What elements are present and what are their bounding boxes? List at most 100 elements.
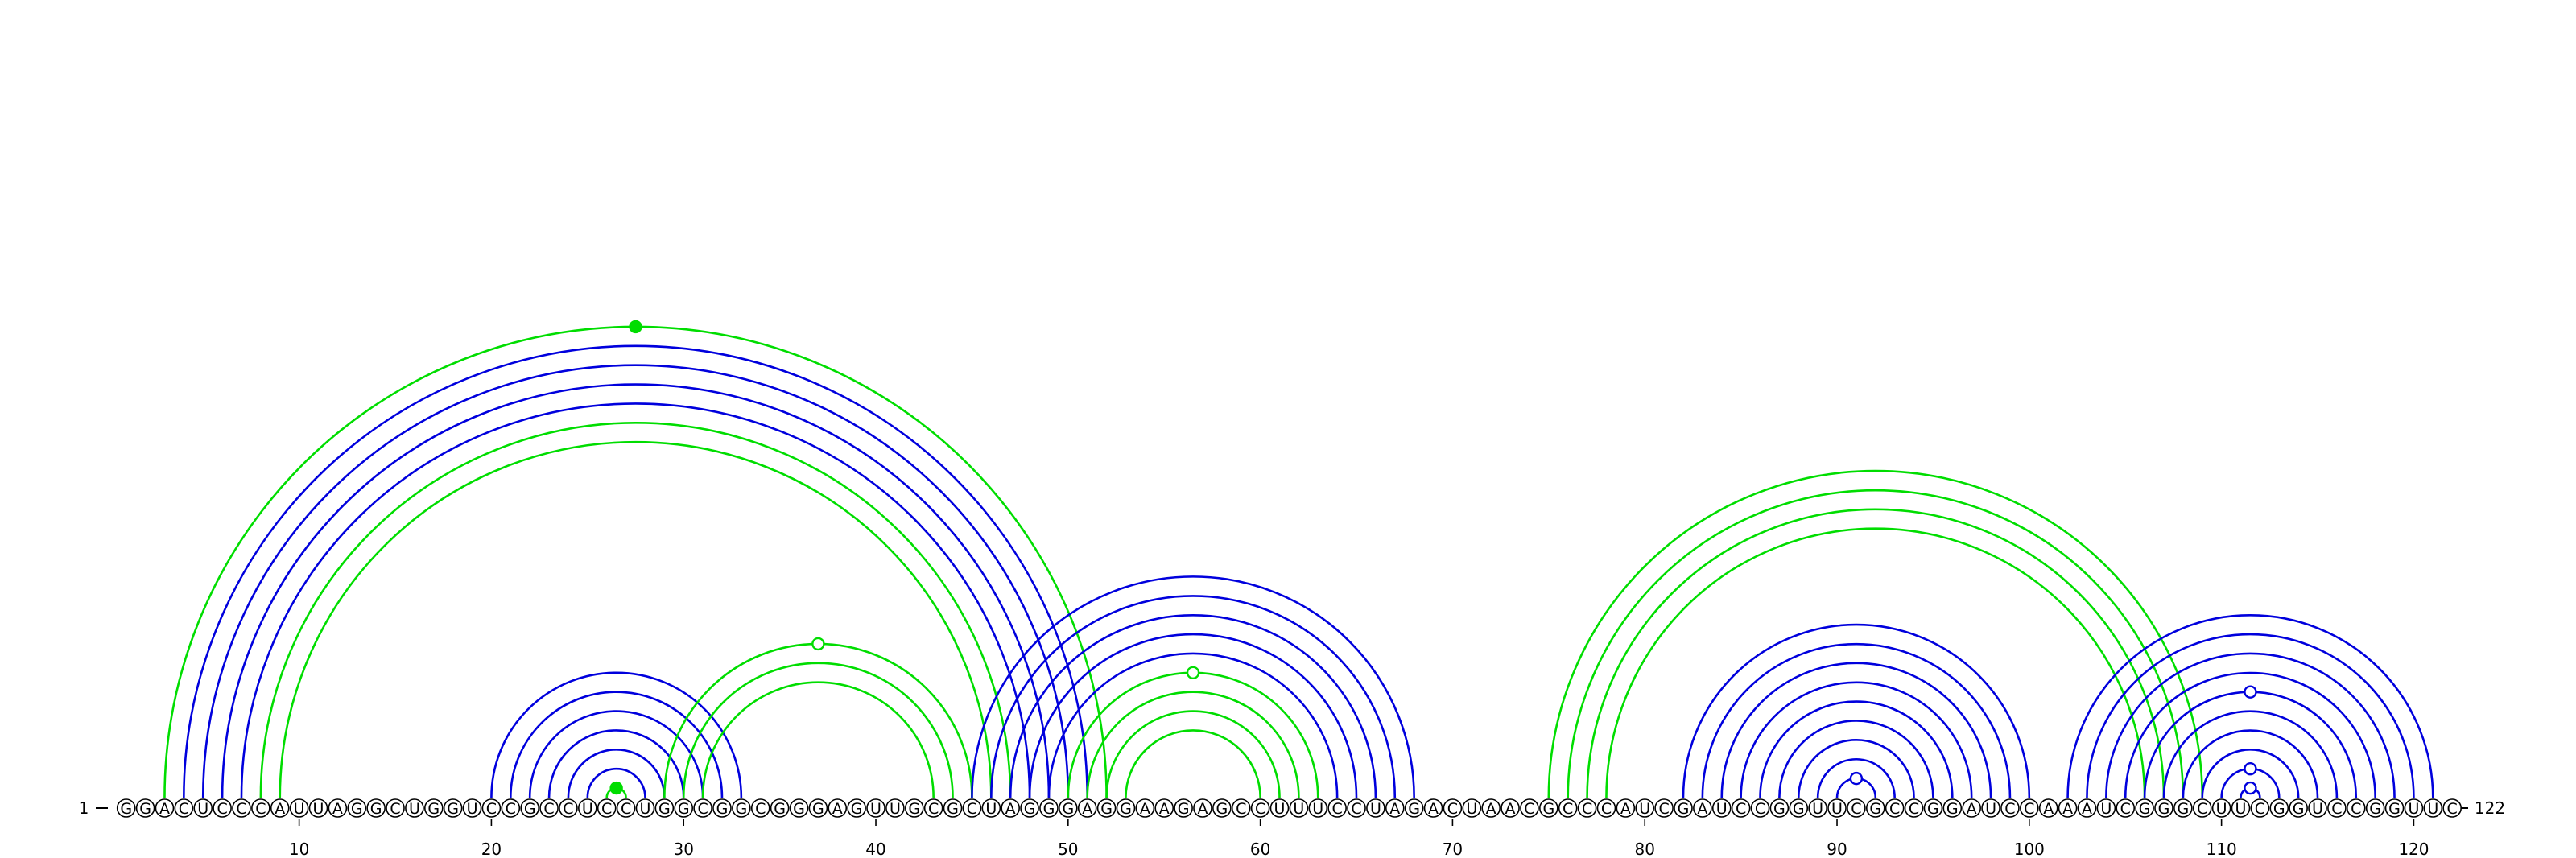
nucleotide-circle — [559, 798, 578, 818]
nucleotide: C — [597, 798, 617, 818]
nucleotide-letter: G — [2177, 800, 2189, 818]
nucleotide: C — [1885, 798, 1905, 818]
nucleotide-circle — [2269, 798, 2289, 818]
nucleotide-circle — [2116, 798, 2136, 818]
nucleotide-circle — [1904, 798, 1924, 818]
nucleotide-circle — [1250, 798, 1270, 818]
base-pair-arc — [2105, 652, 2396, 798]
nucleotide: C — [2346, 798, 2366, 818]
nucleotide-circle — [1462, 798, 1482, 818]
nucleotide-circle — [1289, 798, 1309, 818]
arc-markers — [609, 320, 2257, 795]
nucleotide-circle — [886, 798, 905, 818]
base-pair-arc — [490, 671, 743, 798]
nucleotide-circle — [923, 798, 943, 818]
nucleotide-letter: G — [120, 800, 132, 818]
nucleotide: G — [1674, 798, 1693, 818]
nucleotide: C — [2192, 798, 2212, 818]
nucleotide-letter: U — [313, 800, 324, 818]
nucleotide-circle — [1347, 798, 1366, 818]
nucleotide-circle — [366, 798, 386, 818]
tick-label: 110 — [2207, 839, 2237, 858]
nucleotide-circle — [501, 798, 521, 818]
nucleotide-circle — [2135, 798, 2154, 818]
nucleotide: U — [1827, 798, 1847, 818]
nucleotide-circle — [1154, 798, 1174, 818]
nucleotide-letter: C — [1601, 800, 1612, 818]
nucleotide-letter: G — [774, 800, 786, 818]
start-index-label: 1 — [79, 798, 89, 818]
nucleotide-letter: A — [1197, 800, 1208, 818]
nucleotide-circle — [1750, 798, 1770, 818]
nucleotide-letter: G — [1927, 800, 1939, 818]
nucleotide: C — [2000, 798, 2020, 818]
nucleotide: U — [2231, 798, 2251, 818]
nucleotide: A — [1501, 798, 1520, 818]
base-pair-arc — [2086, 633, 2415, 798]
nucleotide-letter: U — [409, 800, 420, 818]
nucleotide-letter: G — [2388, 800, 2401, 818]
nucleotide-letter: A — [1389, 800, 1400, 818]
nucleotide: U — [193, 798, 213, 818]
base-pair-arc — [1605, 527, 2146, 798]
nucleotide: U — [1462, 798, 1482, 818]
nucleotide-circle — [1865, 798, 1885, 818]
sequence-backbone: 1 122 — [79, 798, 2505, 818]
nucleotide-circle — [1539, 798, 1558, 818]
base-pair-arc — [1720, 662, 1992, 798]
nucleotide: C — [1577, 798, 1597, 818]
nucleotide-circle — [213, 798, 232, 818]
nucleotide-circle — [328, 798, 348, 818]
nucleotide-letter: U — [2408, 800, 2419, 818]
base-pair-arc — [1586, 508, 2165, 798]
nucleotide-circle — [1366, 798, 1385, 818]
nucleotide-circle — [2077, 798, 2097, 818]
nucleotide-letter: A — [1486, 800, 1496, 818]
nucleotide-letter: G — [1408, 800, 1420, 818]
nucleotide-letter: C — [1755, 800, 1765, 818]
nucleotide-circle — [943, 798, 963, 818]
base-pair-arc — [682, 662, 954, 798]
nucleotide-circle — [2058, 798, 2078, 818]
nucleotide-letter: C — [2351, 800, 2361, 818]
nucleotide: G — [2365, 798, 2385, 818]
nucleotide: C — [616, 798, 636, 818]
base-pair-arc — [990, 594, 1397, 798]
nucleotide: G — [2289, 798, 2308, 818]
filled-arc-marker — [629, 320, 642, 334]
nucleotide-circle — [1520, 798, 1539, 818]
tick-label: 10 — [289, 839, 309, 858]
nucleotide: G — [789, 798, 809, 818]
nucleotide-letter: U — [1274, 800, 1286, 818]
nucleotide-circle — [155, 798, 175, 818]
nucleotide-circle — [232, 798, 251, 818]
base-pair-arc — [547, 729, 685, 798]
nucleotide-letter: G — [678, 800, 690, 818]
nucleotide-circle — [1501, 798, 1520, 818]
nucleotide-circle — [962, 798, 982, 818]
nucleotide-circle — [2211, 798, 2231, 818]
nucleotide-circle — [981, 798, 1001, 818]
nucleotide-letter: G — [1178, 800, 1190, 818]
nucleotide-circle — [2154, 798, 2174, 818]
nucleotide-letter: U — [1312, 800, 1323, 818]
nucleotide-circle — [1847, 798, 1866, 818]
nucleotide-circle — [1174, 798, 1193, 818]
base-pair-arc — [201, 364, 1070, 798]
nucleotide-circle — [904, 798, 924, 818]
nucleotide-letter: G — [793, 800, 805, 818]
nucleotide-circle — [1981, 798, 2000, 818]
nucleotide-circle — [1711, 798, 1732, 818]
nucleotide-letter: G — [1946, 800, 1959, 818]
nucleotide-letter: C — [506, 800, 516, 818]
nucleotide-letter: U — [197, 800, 208, 818]
nucleotide-letter: U — [1370, 800, 1381, 818]
nucleotide-circle — [462, 798, 482, 818]
nucleotide: G — [1020, 798, 1039, 818]
nucleotide-letter: A — [1159, 800, 1170, 818]
nucleotide: A — [2038, 798, 2058, 818]
nucleotide: U — [462, 798, 482, 818]
base-pair-arc — [240, 402, 1031, 798]
nucleotide: U — [635, 798, 655, 818]
nucleotide: A — [1135, 798, 1155, 818]
